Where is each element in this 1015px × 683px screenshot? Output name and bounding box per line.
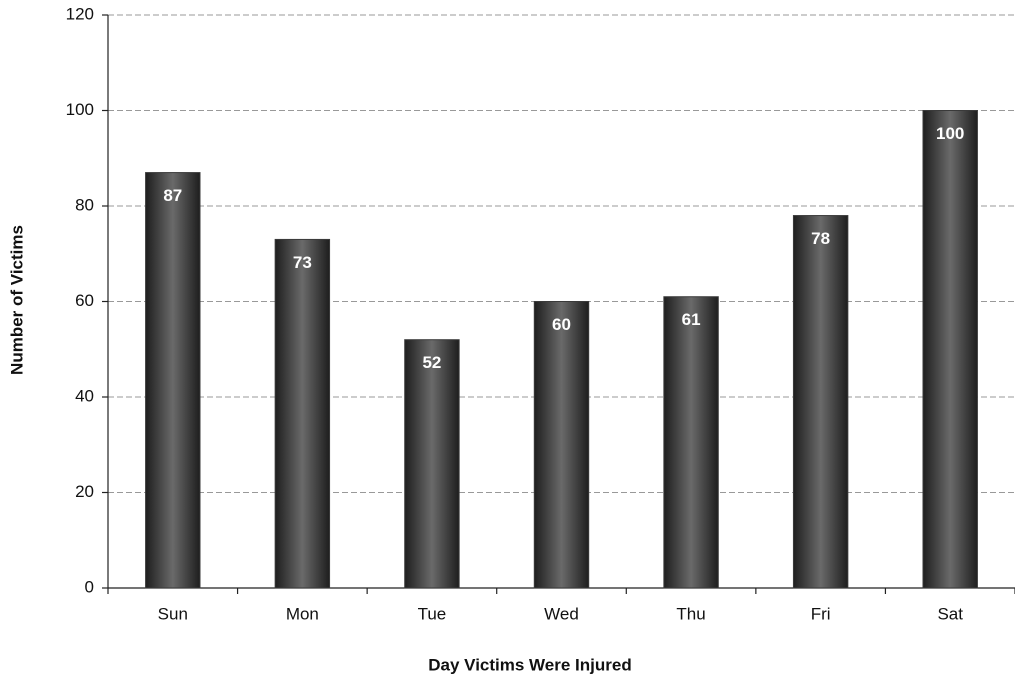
bar xyxy=(533,301,590,589)
y-tick-label: 0 xyxy=(85,577,94,596)
y-tick-label: 60 xyxy=(75,291,94,310)
y-axis-label: Number of Victims xyxy=(7,225,26,375)
x-tick-label: Wed xyxy=(544,604,579,623)
x-tick-label: Thu xyxy=(676,604,705,623)
y-tick-label: 100 xyxy=(66,100,94,119)
data-label: 87 xyxy=(163,186,182,205)
bar xyxy=(145,172,201,589)
bar xyxy=(922,110,978,589)
bar xyxy=(663,296,719,589)
bar xyxy=(274,238,331,589)
data-label: 78 xyxy=(811,229,830,248)
x-tick-label: Mon xyxy=(286,604,319,623)
x-tick-label: Tue xyxy=(418,604,447,623)
data-label: 52 xyxy=(422,353,441,372)
x-tick-label: Sun xyxy=(158,604,188,623)
data-label: 73 xyxy=(293,253,312,272)
y-tick-label: 120 xyxy=(66,4,94,23)
y-tick-label: 80 xyxy=(75,195,94,214)
y-tick-label: 40 xyxy=(75,386,94,405)
y-tick-label: 20 xyxy=(75,482,94,501)
bar xyxy=(404,339,460,589)
data-label: 60 xyxy=(552,315,571,334)
x-axis-label: Day Victims Were Injured xyxy=(428,655,631,674)
data-label: 61 xyxy=(682,310,701,329)
bar xyxy=(792,215,849,589)
data-label: 100 xyxy=(936,124,964,143)
x-tick-label: Sat xyxy=(937,604,963,623)
x-tick-label: Fri xyxy=(811,604,831,623)
